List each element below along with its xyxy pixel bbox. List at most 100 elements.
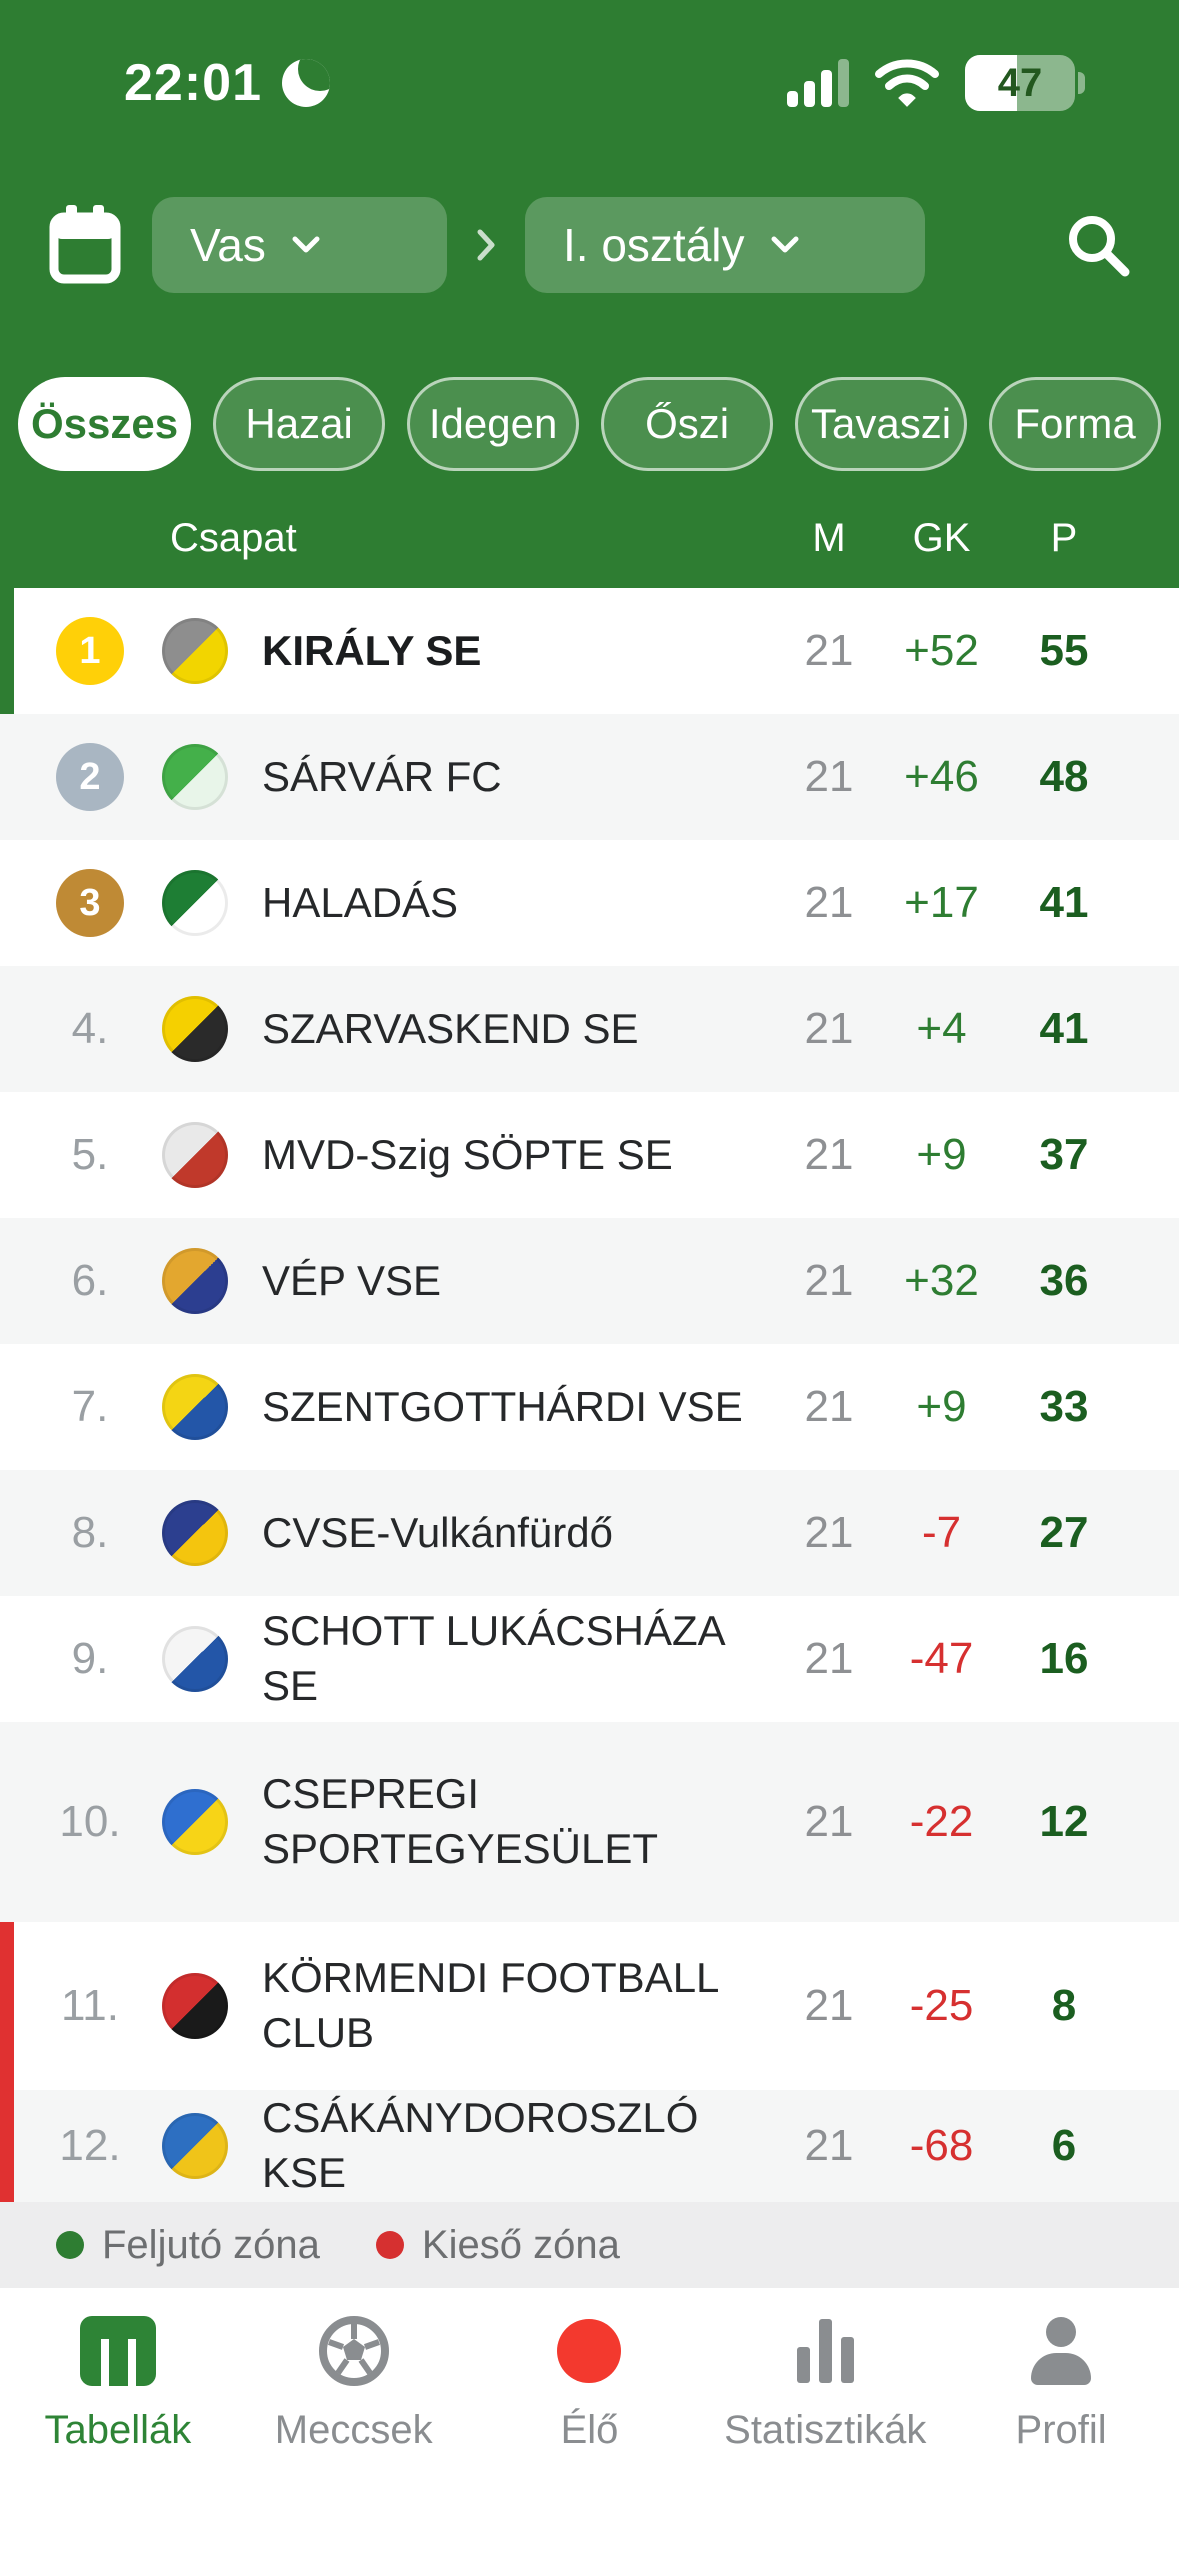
relegation-zone-bar bbox=[0, 2090, 14, 2202]
table-row[interactable]: 8. CVSE-Vulkánfürdő 21 -7 27 bbox=[0, 1470, 1179, 1596]
matches-value: 21 bbox=[804, 1797, 854, 1846]
team-name: HALADÁS bbox=[262, 878, 459, 926]
nav-item-tabellak[interactable]: Tabellák bbox=[0, 2314, 236, 2556]
goal-diff-value: +17 bbox=[904, 878, 979, 927]
rank-number: 6. bbox=[71, 1256, 109, 1305]
team-logo bbox=[162, 2113, 228, 2179]
search-icon[interactable] bbox=[1065, 212, 1131, 278]
matches-value: 21 bbox=[804, 1634, 854, 1683]
bar-chart-icon bbox=[796, 2319, 854, 2383]
soccer-ball-icon bbox=[318, 2316, 389, 2386]
matches-value: 21 bbox=[804, 878, 854, 927]
rank-number: 9. bbox=[71, 1634, 109, 1683]
nav-item-meccsek[interactable]: Meccsek bbox=[236, 2314, 472, 2556]
filter-chip-tavaszi[interactable]: Tavaszi bbox=[795, 377, 968, 471]
table-row[interactable]: 4. SZARVASKEND SE 21 +4 41 bbox=[0, 966, 1179, 1092]
matches-value: 21 bbox=[804, 1382, 854, 1431]
team-logo bbox=[162, 1789, 228, 1855]
rank-number: 8. bbox=[71, 1508, 109, 1557]
team-name: SZENTGOTTHÁRDI VSE bbox=[262, 1382, 743, 1430]
calendar-icon[interactable] bbox=[48, 203, 122, 287]
promotion-dot-icon bbox=[56, 2231, 84, 2259]
matches-value: 21 bbox=[804, 752, 854, 801]
points-value: 12 bbox=[1039, 1797, 1089, 1846]
team-logo bbox=[162, 744, 228, 810]
team-logo bbox=[162, 1248, 228, 1314]
goal-diff-value: +9 bbox=[916, 1382, 967, 1431]
filter-chip-forma[interactable]: Forma bbox=[989, 377, 1162, 471]
clock: 22:01 bbox=[124, 54, 262, 112]
table-row[interactable]: 9. SCHOTT LUKÁCSHÁZA SE 21 -47 16 bbox=[0, 1596, 1179, 1722]
team-logo bbox=[162, 1500, 228, 1566]
team-name: MVD-Szig SÖPTE SE bbox=[262, 1130, 673, 1178]
person-icon bbox=[1029, 2317, 1093, 2385]
points-value: 8 bbox=[1051, 1981, 1077, 2030]
nav-label: Tabellák bbox=[44, 2408, 192, 2452]
table-row[interactable]: 10. CSEPREGI SPORTEGYESÜLET 21 -22 12 bbox=[0, 1722, 1179, 1922]
filter-chip-hazai[interactable]: Hazai bbox=[213, 377, 386, 471]
zone-legend: Feljutó zóna Kieső zóna bbox=[0, 2202, 1179, 2288]
matches-value: 21 bbox=[804, 626, 854, 675]
team-name: VÉP VSE bbox=[262, 1256, 441, 1304]
goal-diff-value: -47 bbox=[909, 1634, 974, 1683]
table-row[interactable]: 5. MVD-Szig SÖPTE SE 21 +9 37 bbox=[0, 1092, 1179, 1218]
nav-item-elo[interactable]: Élő bbox=[472, 2314, 708, 2556]
table-row[interactable]: 12. CSÁKÁNYDOROSZLÓ KSE 21 -68 6 bbox=[0, 2090, 1179, 2202]
app-header: 22:01 47 bbox=[0, 0, 1179, 588]
points-value: 36 bbox=[1039, 1256, 1089, 1305]
team-name: CSEPREGI SPORTEGYESÜLET bbox=[262, 1770, 659, 1872]
points-value: 37 bbox=[1039, 1130, 1089, 1179]
standings-table: 1 KIRÁLY SE 21 +52 55 2 SÁRVÁR FC 21 +46… bbox=[0, 588, 1179, 2202]
rank-badge: 1 bbox=[56, 617, 124, 685]
filter-chip-osszes[interactable]: Összes bbox=[18, 377, 192, 471]
rank-badge: 3 bbox=[56, 869, 124, 937]
relegation-legend-label: Kieső zóna bbox=[421, 2222, 620, 2267]
points-value: 48 bbox=[1039, 752, 1089, 801]
team-logo bbox=[162, 618, 228, 684]
team-name: SÁRVÁR FC bbox=[262, 752, 502, 800]
table-row[interactable]: 6. VÉP VSE 21 +32 36 bbox=[0, 1218, 1179, 1344]
matches-value: 21 bbox=[804, 1981, 854, 2030]
column-header-matches: M bbox=[812, 515, 846, 560]
chevron-right-icon bbox=[477, 229, 495, 261]
rank-number: 5. bbox=[71, 1130, 109, 1179]
filter-chip-idegen[interactable]: Idegen bbox=[407, 377, 580, 471]
table-row[interactable]: 2 SÁRVÁR FC 21 +46 48 bbox=[0, 714, 1179, 840]
goal-diff-value: -22 bbox=[909, 1797, 974, 1846]
table-row[interactable]: 1 KIRÁLY SE 21 +52 55 bbox=[0, 588, 1179, 714]
relegation-dot-icon bbox=[375, 2231, 404, 2259]
nav-label: Statisztikák bbox=[724, 2408, 927, 2452]
promotion-zone-bar bbox=[0, 588, 14, 714]
points-value: 16 bbox=[1039, 1634, 1089, 1683]
goal-diff-value: +4 bbox=[916, 1004, 967, 1053]
table-row[interactable]: 7. SZENTGOTTHÁRDI VSE 21 +9 33 bbox=[0, 1344, 1179, 1470]
rank-number: 11. bbox=[61, 1981, 119, 2030]
team-logo bbox=[162, 1374, 228, 1440]
column-header-points: P bbox=[1050, 515, 1078, 560]
filter-chip-oszi[interactable]: Őszi bbox=[601, 377, 774, 471]
division-dropdown[interactable]: I. osztály bbox=[525, 197, 925, 293]
goal-diff-value: +32 bbox=[904, 1256, 979, 1305]
rank-number: 10. bbox=[59, 1797, 121, 1846]
chevron-down-icon bbox=[771, 236, 799, 253]
table-row[interactable]: 11. KÖRMENDI FOOTBALL CLUB 21 -25 8 bbox=[0, 1922, 1179, 2090]
matches-value: 21 bbox=[804, 1508, 854, 1557]
rank-number: 7. bbox=[71, 1382, 109, 1431]
team-name: KIRÁLY SE bbox=[262, 626, 482, 674]
team-logo bbox=[162, 1122, 228, 1188]
matches-value: 21 bbox=[804, 2121, 854, 2170]
nav-item-profil[interactable]: Profil bbox=[943, 2314, 1179, 2556]
team-name: SZARVASKEND SE bbox=[262, 1004, 639, 1052]
matches-value: 21 bbox=[804, 1256, 854, 1305]
wifi-icon bbox=[875, 59, 939, 107]
live-dot-icon bbox=[557, 2319, 622, 2383]
relegation-legend: Kieső zóna bbox=[375, 2222, 620, 2268]
promotion-legend: Feljutó zóna bbox=[56, 2223, 320, 2268]
region-dropdown[interactable]: Vas bbox=[152, 197, 447, 293]
matches-value: 21 bbox=[804, 1130, 854, 1179]
team-logo bbox=[162, 996, 228, 1062]
table-row[interactable]: 3 HALADÁS 21 +17 41 bbox=[0, 840, 1179, 966]
filter-chips: Összes Hazai Idegen Őszi Tavaszi Forma bbox=[0, 360, 1179, 488]
nav-item-statisztikak[interactable]: Statisztikák bbox=[707, 2314, 943, 2556]
